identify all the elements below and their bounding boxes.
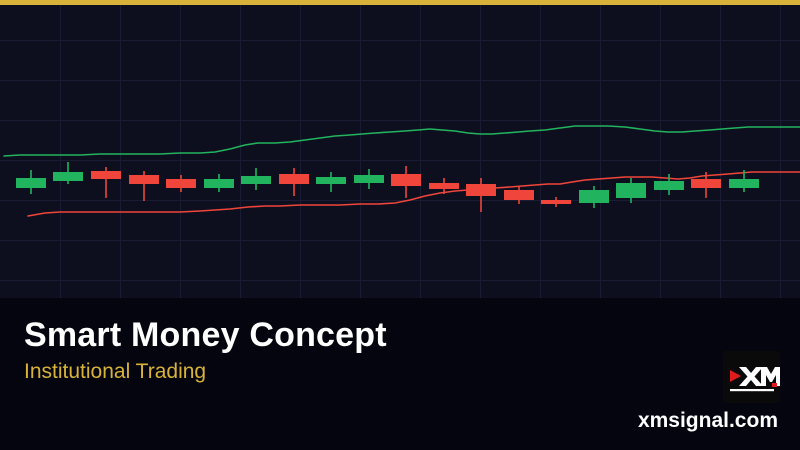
candlestick-chart — [3, 125, 800, 217]
page-title: Smart Money Concept — [24, 316, 387, 354]
chart-gridlines — [0, 5, 800, 298]
page-subtitle: Institutional Trading — [24, 360, 207, 383]
xm-logo-mark — [730, 367, 780, 392]
website-url: xmsignal.com — [637, 409, 778, 432]
top-accent-bar — [0, 0, 800, 5]
xm-logo — [723, 351, 780, 403]
chart-panel — [0, 5, 800, 298]
footer-panel: Smart Money Concept Institutional Tradin… — [0, 298, 800, 450]
